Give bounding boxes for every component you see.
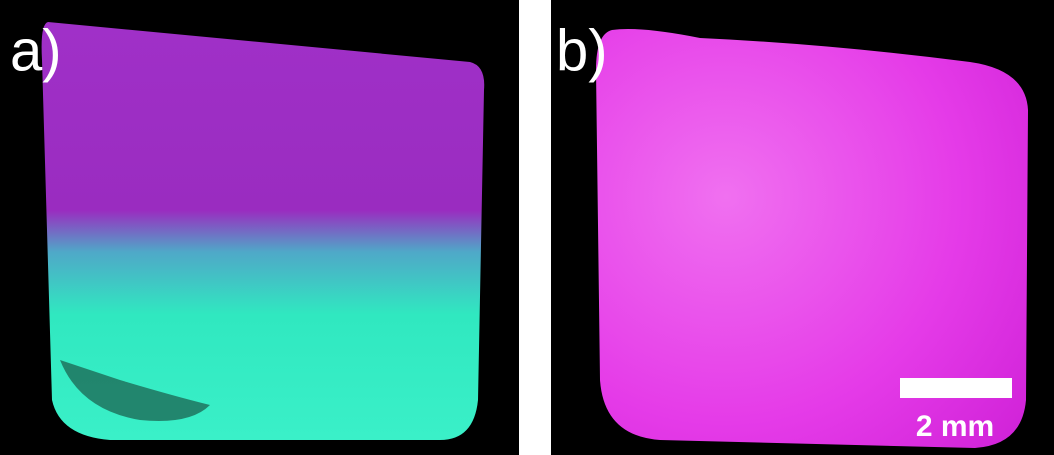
scale-bar <box>900 378 1012 398</box>
panel-a: a) <box>0 0 519 455</box>
panel-label: a) <box>10 18 62 83</box>
scale-bar-label: 2 mm <box>916 410 994 443</box>
panel-label: b) <box>556 18 608 83</box>
panel-b: b) 2 mm <box>551 0 1054 455</box>
page: a) b) 2 mm (() => { const data = JSON.pa… <box>0 0 1054 455</box>
figure: a) b) 2 mm <box>0 0 1054 455</box>
